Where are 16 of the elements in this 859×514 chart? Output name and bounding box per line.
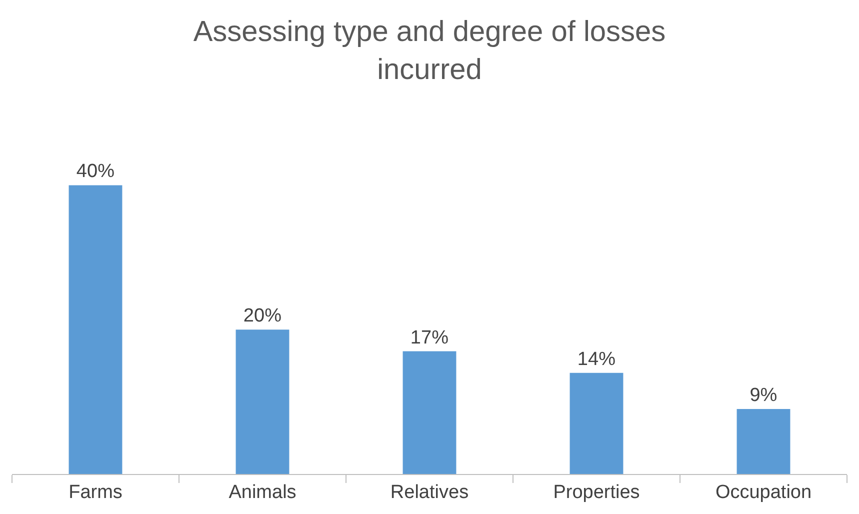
bar — [570, 372, 624, 474]
data-label: 14% — [577, 348, 616, 370]
chart-title: Assessing type and degree of losses incurred — [193, 16, 666, 86]
data-label: 17% — [410, 327, 449, 348]
x-tick-label: Farms — [68, 482, 122, 503]
bar — [236, 330, 290, 474]
x-tick-label: Animals — [228, 482, 296, 503]
data-label: 40% — [76, 161, 115, 182]
x-tick-label: Relatives — [390, 482, 469, 503]
data-label: 20% — [243, 306, 282, 327]
bar — [402, 351, 456, 474]
x-tick-label: Occupation — [715, 482, 812, 503]
bar — [736, 409, 790, 474]
bar — [68, 185, 122, 474]
data-label: 9% — [750, 385, 778, 406]
x-tick-label: Properties — [553, 482, 640, 503]
